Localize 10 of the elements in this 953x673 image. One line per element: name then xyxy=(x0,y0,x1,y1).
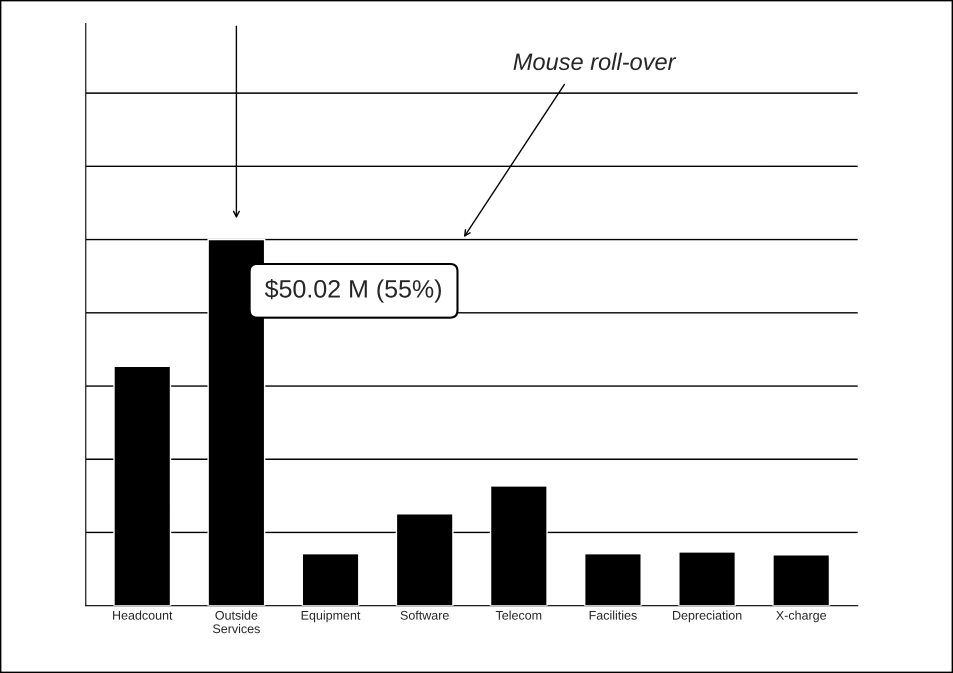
x-tick-label: Equipment xyxy=(302,610,360,622)
text: Mouse roll-over xyxy=(513,52,676,70)
x-tick-label: Telecom xyxy=(496,610,542,620)
x-tick-label: X-charge xyxy=(776,610,826,622)
x-tick-label: Software xyxy=(400,610,449,620)
x-tick-label: Depreciation xyxy=(673,610,742,622)
x-tick-label: Headcount xyxy=(113,610,172,620)
x-tick-label: Facilities xyxy=(590,610,637,620)
x-tick-label: Outside Services xyxy=(212,610,260,634)
annotation: $50.02 M (55%) xyxy=(264,278,441,303)
